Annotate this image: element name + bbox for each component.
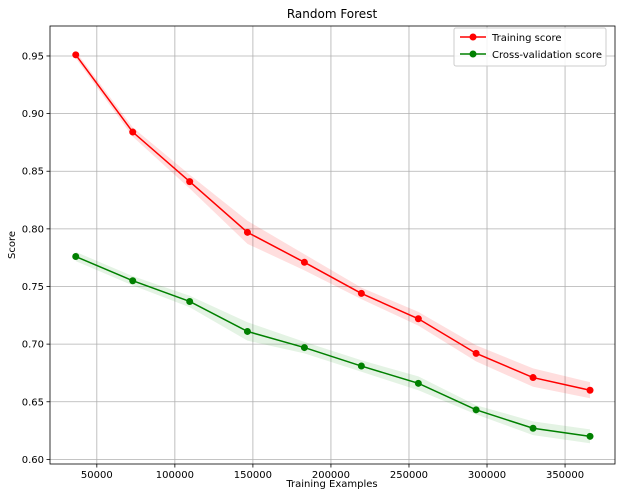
x-axis-ticks: 50000 100000 150000 200000 250000 300000 35000… — [81, 464, 584, 481]
series-lines — [75, 54, 591, 438]
x-tick-label: 250000 — [390, 470, 428, 481]
training-score-point — [129, 128, 137, 136]
y-tick-label: 0.65 — [22, 397, 44, 408]
cross-validation-score-point — [586, 432, 594, 440]
cross-validation-score-point — [300, 344, 308, 352]
cross-validation-score-band — [75, 251, 591, 444]
plot-frame — [49, 25, 616, 465]
y-axis-label: Score — [7, 231, 18, 259]
x-tick-label: 50000 — [81, 470, 113, 481]
legend-label-cross-validation: Cross-validation score — [492, 50, 602, 61]
x-tick-label: 150000 — [234, 470, 272, 481]
x-tick-label: 300000 — [468, 470, 506, 481]
x-tick-label: 200000 — [312, 470, 350, 481]
y-tick-label: 0.75 — [22, 282, 44, 293]
cross-validation-score-point — [357, 362, 365, 370]
y-tick-label: 0.70 — [22, 340, 44, 351]
legend: Training score Cross-validation score — [453, 27, 607, 67]
cross-validation-score-line — [75, 255, 591, 438]
chart-title: Random Forest — [287, 7, 378, 21]
y-axis-ticks: 0.60 0.65 0.70 0.75 0.80 0.85 0.90 0.95 — [22, 51, 50, 466]
x-tick-label: 100000 — [156, 470, 194, 481]
training-score-point — [357, 289, 365, 297]
cross-validation-score-point — [243, 327, 251, 335]
cross-validation-score-point — [414, 379, 422, 387]
training-score-point — [472, 349, 480, 357]
legend-marker-cross-validation — [469, 50, 477, 58]
grid-lines — [50, 26, 615, 464]
plot-area — [50, 26, 615, 464]
cross-validation-score-point — [529, 424, 537, 432]
cross-validation-score-point — [472, 406, 480, 414]
legend-frame — [453, 27, 607, 67]
training-score-line — [75, 54, 591, 391]
y-tick-label: 0.85 — [22, 167, 44, 178]
y-tick-label: 0.60 — [22, 455, 44, 466]
training-score-point — [529, 374, 537, 382]
training-score-point — [72, 51, 80, 59]
training-score-point — [300, 258, 308, 266]
training-score-point — [586, 386, 594, 394]
y-tick-label: 0.80 — [22, 224, 44, 235]
training-score-point — [186, 178, 194, 186]
training-score-point — [414, 315, 422, 323]
legend-marker-training — [469, 33, 477, 41]
cross-validation-score-point — [129, 277, 137, 285]
y-tick-label: 0.95 — [22, 51, 44, 62]
legend-label-training: Training score — [491, 33, 562, 44]
cross-validation-score-point — [72, 253, 80, 261]
x-tick-label: 350000 — [546, 470, 584, 481]
variance-bands — [75, 51, 591, 444]
training-score-point — [243, 228, 251, 236]
series-points — [72, 51, 594, 440]
x-axis-label: Training Examples — [285, 479, 377, 490]
y-tick-label: 0.90 — [22, 109, 44, 120]
cross-validation-score-point — [186, 297, 194, 305]
